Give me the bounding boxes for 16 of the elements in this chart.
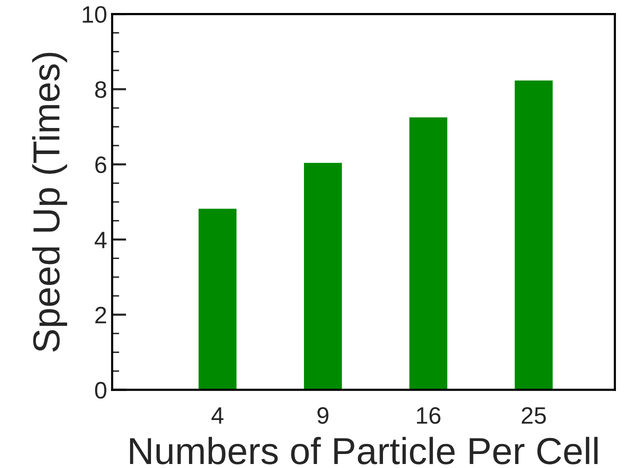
y-tick-label: 4	[94, 232, 107, 248]
x-axis-title: Numbers of Particle Per Cell	[130, 436, 598, 464]
x-tick-label: 16	[417, 407, 440, 424]
bar	[304, 162, 342, 390]
bar	[198, 208, 237, 390]
x-tick-label: 4	[212, 407, 224, 424]
x-tick-label: 25	[522, 407, 546, 424]
y-axis-title: Speed Up (Times)	[32, 52, 68, 352]
y-tick-label: 6	[95, 156, 106, 174]
x-tick-label: 9	[317, 407, 328, 424]
y-tick-label: 0	[95, 382, 106, 399]
bar	[514, 80, 553, 390]
y-tick-label: 10	[82, 6, 106, 23]
y-tick-label: 8	[95, 81, 106, 98]
y-tick-label: 2	[95, 306, 106, 324]
bar	[409, 117, 448, 390]
